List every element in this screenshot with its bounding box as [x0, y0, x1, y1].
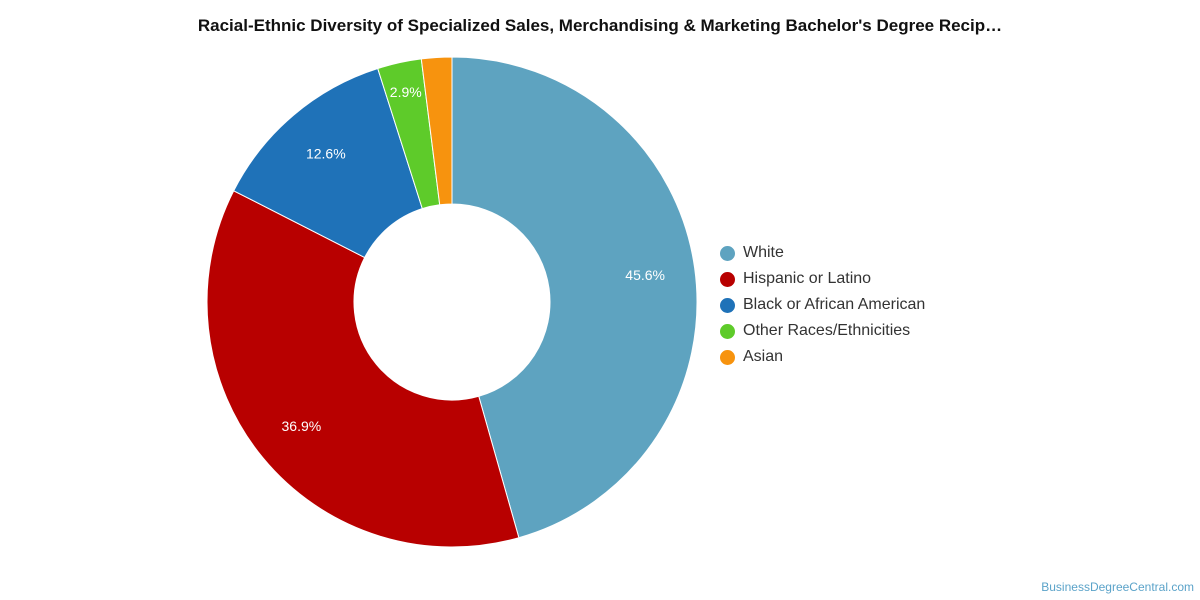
- legend-item-other[interactable]: Other Races/Ethnicities: [720, 318, 925, 344]
- legend-marker-hispanic: [720, 271, 735, 287]
- legend-marker-asian: [720, 349, 735, 365]
- legend-label-hispanic: Hispanic or Latino: [743, 270, 872, 287]
- slice-asian[interactable]: [420, 56, 453, 206]
- legend-marker-other: [720, 323, 735, 339]
- legend-item-white[interactable]: White: [720, 240, 925, 266]
- credit-link[interactable]: BusinessDegreeCentral.com: [1041, 580, 1194, 594]
- legend-marker-white: [720, 245, 735, 261]
- chart-title: Racial-Ethnic Diversity of Specialized S…: [197, 16, 1003, 35]
- slice-black-or-african-american[interactable]: [233, 67, 423, 259]
- slice-label-white: 45.6%: [625, 267, 665, 283]
- legend-marker-black: [720, 297, 735, 313]
- slice-label-hispanic-or-latino: 36.9%: [282, 418, 322, 434]
- legend-item-asian[interactable]: Asian: [720, 344, 925, 370]
- slice-label-black-or-african-american: 12.6%: [306, 145, 346, 161]
- legend-label-other: Other Races/Ethnicities: [743, 322, 911, 339]
- legend-item-black[interactable]: Black or African American: [720, 292, 925, 318]
- slice-label-other-races-ethnicities: 2.9%: [390, 84, 422, 100]
- legend-label-black: Black or African American: [743, 296, 926, 313]
- legend: White Hispanic or Latino Black or Africa…: [720, 240, 925, 370]
- slice-white[interactable]: [451, 56, 698, 539]
- legend-label-white: White: [743, 244, 784, 261]
- legend-item-hispanic[interactable]: Hispanic or Latino: [720, 266, 925, 292]
- legend-label-asian: Asian: [743, 348, 784, 365]
- slice-hispanic-or-latino[interactable]: [206, 190, 520, 548]
